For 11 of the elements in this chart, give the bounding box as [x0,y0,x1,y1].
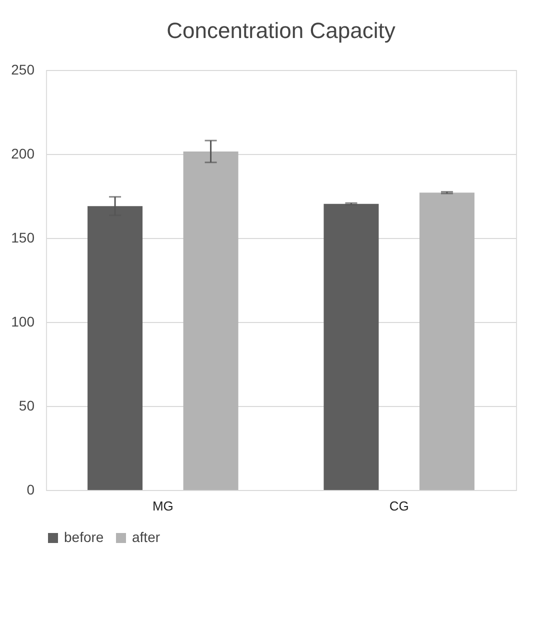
x-tick-label: MG [152,498,174,514]
y-tick-label: 50 [18,398,35,414]
y-tick-label: 250 [11,62,35,78]
legend-label: after [132,529,160,545]
y-tick-label: 100 [11,314,35,330]
chart-title: Concentration Capacity [166,18,396,43]
y-tick-label: 150 [11,230,35,246]
y-tick-label: 200 [11,146,35,162]
x-tick-label: CG [389,498,409,514]
legend-label: before [64,529,104,545]
y-tick-label: 0 [26,482,35,498]
